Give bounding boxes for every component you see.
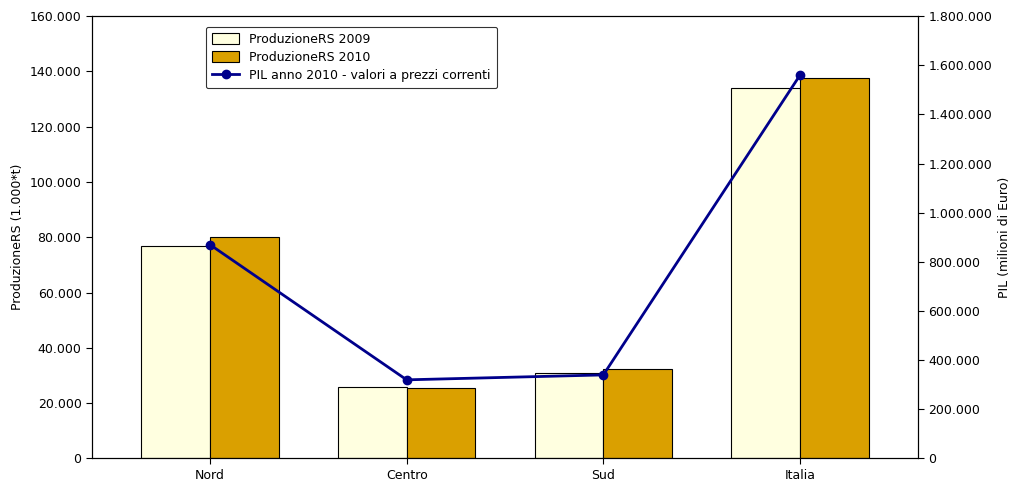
Legend: ProduzioneRS 2009, ProduzioneRS 2010, PIL anno 2010 - valori a prezzi correnti: ProduzioneRS 2009, ProduzioneRS 2010, PI… [205, 27, 497, 88]
Bar [141, 246, 210, 458]
Bar [338, 387, 407, 458]
Bar [731, 88, 800, 458]
Bar [800, 78, 869, 458]
Bar [407, 388, 475, 458]
Y-axis label: PIL (milioni di Euro): PIL (milioni di Euro) [997, 176, 1011, 298]
Bar [535, 373, 603, 458]
Y-axis label: ProduzioneRS (1.000*t): ProduzioneRS (1.000*t) [11, 164, 25, 311]
Bar [210, 237, 279, 458]
Bar [603, 369, 672, 458]
